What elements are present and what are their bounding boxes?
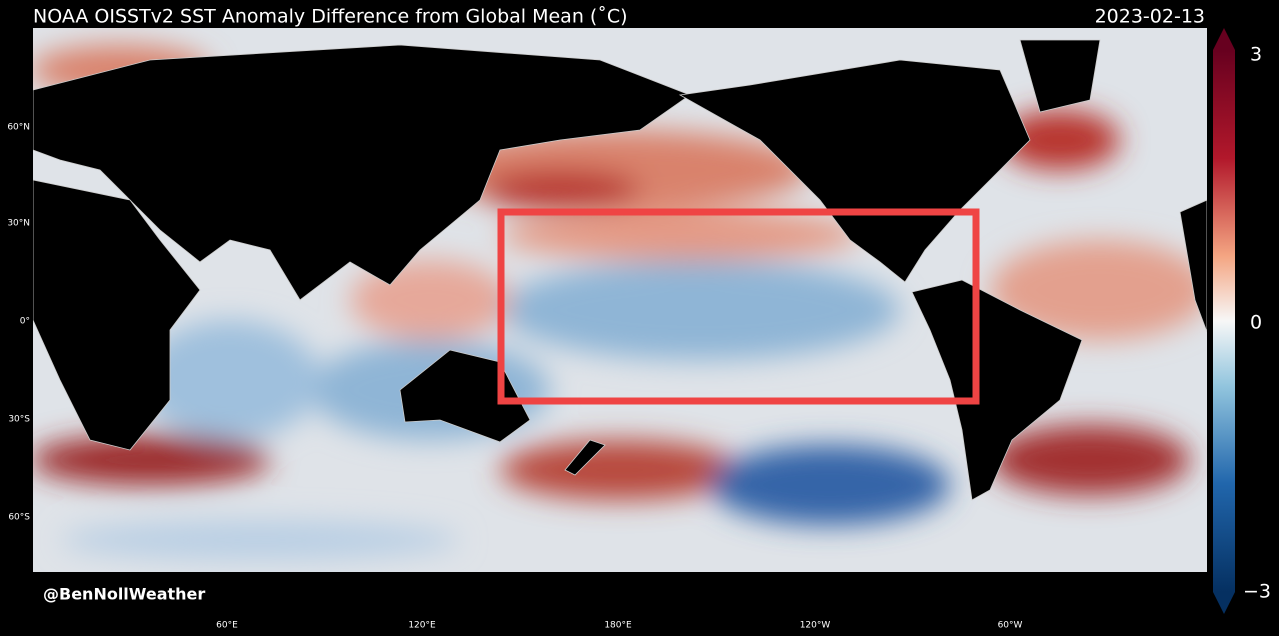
watermark: @BenNollWeather bbox=[43, 585, 205, 604]
lat-label: 60°N bbox=[7, 123, 30, 133]
highlight-box bbox=[497, 208, 980, 405]
lon-label: 120°E bbox=[408, 621, 436, 631]
colorbar-label: −3 bbox=[1243, 581, 1271, 603]
lat-label: 30°S bbox=[8, 415, 30, 425]
colorbar-label: 3 bbox=[1250, 44, 1262, 66]
ice bbox=[560, 573, 1120, 606]
land bbox=[33, 39, 1207, 501]
colorbar-label: 0 bbox=[1250, 312, 1262, 334]
lon-label: 120°W bbox=[800, 621, 831, 631]
lon-label: 60°E bbox=[216, 621, 238, 631]
lat-label: 30°N bbox=[7, 219, 30, 229]
lon-label: 180°E bbox=[604, 621, 632, 631]
lat-label: 0° bbox=[20, 317, 30, 327]
lon-label: 60°W bbox=[998, 621, 1023, 631]
map bbox=[33, 28, 1207, 606]
lat-label: 60°S bbox=[8, 513, 30, 523]
date: 2023-02-13 bbox=[1095, 6, 1205, 28]
colorbar bbox=[1213, 28, 1235, 614]
title: NOAA OISSTv2 SST Anomaly Difference from… bbox=[33, 6, 628, 28]
